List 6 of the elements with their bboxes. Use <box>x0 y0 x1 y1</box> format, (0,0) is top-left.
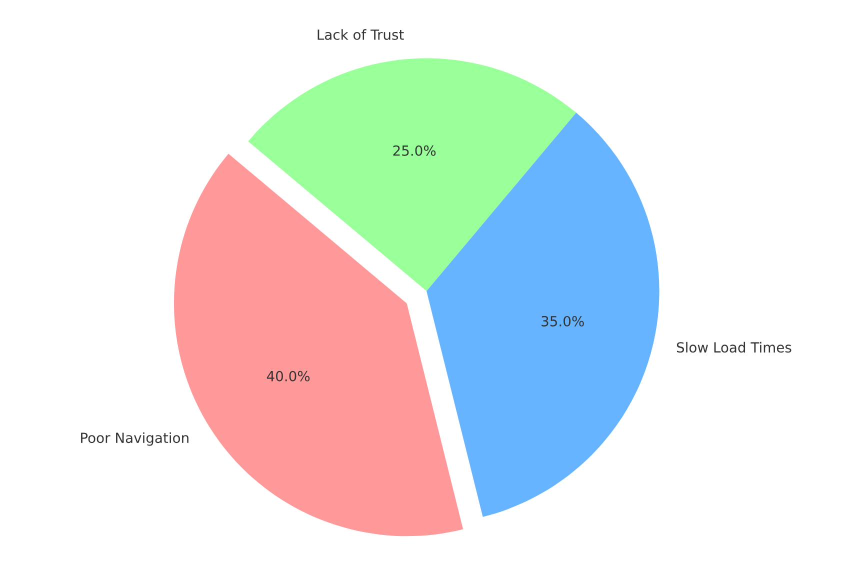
data-label: 40.0% <box>266 370 310 382</box>
slice-label: Poor Navigation <box>81 432 188 446</box>
data-label: 25.0% <box>393 145 436 156</box>
slice-label: Lack of Trust <box>318 29 404 40</box>
data-label: 35.0% <box>542 316 584 326</box>
slice-label: Slow Load Times <box>676 342 792 353</box>
